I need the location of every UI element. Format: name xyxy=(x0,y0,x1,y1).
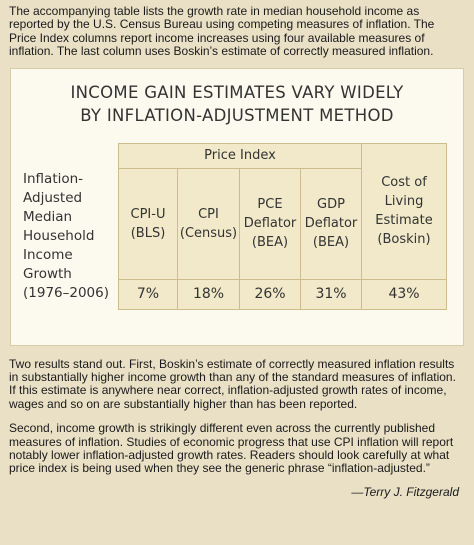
column-header-line: Estimate xyxy=(375,213,433,229)
row-header-line: Growth xyxy=(23,266,72,283)
row-header-line: Inflation- xyxy=(23,171,84,188)
table-title: INCOME GAIN ESTIMATES VARY WIDELY BY INFL… xyxy=(11,81,463,127)
article: The accompanying table lists the growth … xyxy=(9,4,464,499)
intro-paragraph: The accompanying table lists the growth … xyxy=(9,4,435,59)
table-panel: INCOME GAIN ESTIMATES VARY WIDELY BY INFL… xyxy=(10,67,464,346)
column-header-line: (BLS) xyxy=(130,225,166,241)
row-header-line: Household xyxy=(23,228,95,245)
row-header-line: Adjusted xyxy=(23,190,83,207)
signature: —Terry J. Fitzgerald xyxy=(351,484,459,499)
value-cell: 7% xyxy=(118,278,178,310)
column-header-line: (Boskin) xyxy=(377,232,431,248)
title-line: BY INFLATION-ADJUSTMENT METHOD xyxy=(80,105,394,125)
paragraph: Two results stand out. First, Boskin’s e… xyxy=(9,356,456,411)
column-header: CPI (Census) xyxy=(177,167,240,280)
value-cell: 26% xyxy=(239,278,301,310)
column-header-line: GDP xyxy=(317,197,345,213)
column-header-line: Deflator xyxy=(243,216,297,232)
data-table: Price Index Cost of Living Estimate (Boskin… xyxy=(23,142,447,310)
column-header: Cost of Living Estimate (Boskin) xyxy=(361,142,447,280)
value-cell: 18% xyxy=(177,278,240,310)
column-header-line: PCE xyxy=(257,197,283,213)
header-row: Price Index Cost of Living Estimate (Boskin… xyxy=(23,142,447,280)
column-header-line: CPI xyxy=(198,206,219,222)
column-header-line: Deflator xyxy=(304,216,358,232)
group-header: Price Index xyxy=(118,142,362,169)
column-header-line: (BEA) xyxy=(251,235,289,251)
column-header-line: (Census) xyxy=(179,225,238,241)
row-header-line: Median xyxy=(23,209,73,226)
title-line: INCOME GAIN ESTIMATES VARY WIDELY xyxy=(70,82,404,102)
empty-cell xyxy=(23,143,119,168)
row-header-line: Income xyxy=(23,247,73,264)
column-header-line: Living xyxy=(384,194,424,210)
column-header: CPI-U (BLS) xyxy=(118,167,178,280)
value-cell: 31% xyxy=(300,278,362,310)
column-header-line: (BEA) xyxy=(312,235,350,251)
column-header: PCE Deflator (BEA) xyxy=(239,167,301,280)
column-header: GDP Deflator (BEA) xyxy=(300,167,362,280)
column-header-line: Cost of xyxy=(381,175,427,191)
column-header-line: CPI-U xyxy=(130,206,166,222)
row-header: Inflation- Adjusted Median Household Income G… xyxy=(23,168,119,309)
value-row: 7% 18% 26% 31% 43% xyxy=(23,278,447,310)
row-header-line: (1976–2006) xyxy=(23,285,109,302)
paragraph: Second, income growth is strikingly diff… xyxy=(9,421,454,476)
value-cell: 43% xyxy=(361,278,447,310)
column-row: Inflation- Adjusted Median Household Income G… xyxy=(23,167,447,301)
